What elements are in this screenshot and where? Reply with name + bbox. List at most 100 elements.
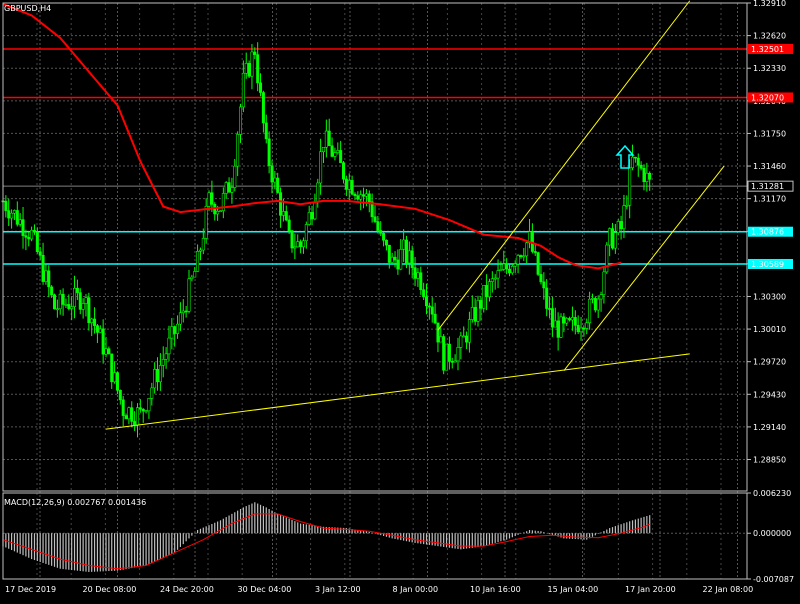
candle-body — [570, 317, 574, 321]
candle-body — [113, 372, 117, 383]
candle-body — [562, 316, 566, 324]
candle-body — [456, 347, 460, 362]
candle-body — [608, 228, 612, 246]
candle-body — [270, 165, 274, 183]
candle-body — [264, 122, 268, 140]
candle-body — [507, 268, 511, 274]
candle-body — [15, 210, 19, 225]
candle-body — [596, 298, 600, 311]
candle-body — [559, 316, 563, 338]
candle-body — [565, 318, 569, 324]
candle-body — [579, 327, 583, 333]
candle-body — [347, 180, 351, 190]
candle-body — [301, 240, 305, 248]
candle-body — [150, 387, 154, 399]
candle-body — [470, 307, 474, 320]
candle-body — [153, 369, 157, 389]
price-tick-label: 1.31750 — [753, 129, 786, 138]
price-level-label: 1.30589 — [751, 260, 784, 269]
candle-body — [290, 230, 294, 249]
candle-body — [101, 328, 105, 355]
candle-body — [190, 276, 194, 280]
price-tick-label: 1.28850 — [753, 456, 786, 465]
candle-body — [359, 194, 363, 200]
candle-body — [568, 318, 572, 321]
candle-body — [81, 303, 85, 310]
candle-body — [53, 294, 57, 310]
candle-body — [327, 130, 331, 147]
candle-body — [633, 156, 637, 159]
candle-body — [121, 399, 125, 416]
current-price-label: 1.31281 — [751, 182, 784, 191]
candle-body — [47, 270, 51, 288]
candle-body — [436, 322, 440, 343]
candle-body — [178, 312, 182, 325]
candle-body — [419, 272, 423, 291]
candle-body — [353, 193, 357, 196]
candle-body — [321, 146, 325, 153]
candle-body — [310, 212, 314, 220]
candle-body — [296, 241, 300, 248]
candle-body — [138, 407, 142, 410]
candle-body — [433, 313, 437, 324]
candle-body — [70, 306, 74, 309]
candle-body — [32, 230, 36, 233]
candle-body — [187, 278, 191, 312]
candle-body — [625, 204, 629, 207]
candle-body — [210, 192, 214, 205]
candle-body — [267, 138, 271, 166]
candle-body — [427, 305, 431, 308]
candle-body — [479, 300, 483, 309]
candle-body — [38, 251, 42, 256]
candle-body — [156, 369, 160, 383]
candle-body — [390, 256, 394, 263]
candle-body — [476, 300, 480, 322]
candle-body — [207, 192, 211, 207]
trendline[interactable] — [563, 165, 725, 371]
up-arrow-icon[interactable] — [615, 144, 635, 169]
candle-body — [542, 281, 546, 289]
candle-body — [193, 271, 197, 278]
trendline[interactable] — [105, 353, 690, 430]
candle-body — [336, 150, 340, 153]
candle-body — [247, 63, 251, 77]
candle-body — [135, 407, 139, 426]
candle-body — [75, 287, 79, 293]
macd-tick-label: 0.000000 — [753, 529, 791, 538]
candle-body — [127, 407, 131, 420]
candle-body — [115, 372, 119, 391]
candle-body — [7, 210, 11, 219]
candle-body — [41, 254, 45, 282]
candle-body — [465, 335, 469, 343]
candle-body — [73, 287, 77, 307]
candle-body — [585, 322, 589, 329]
candle-body — [170, 326, 174, 339]
candle-body — [410, 250, 414, 268]
macd-frame — [2, 492, 748, 580]
candle-body — [430, 306, 434, 315]
candle-body — [164, 353, 168, 360]
candle-body — [513, 263, 517, 267]
candle-body — [324, 130, 328, 148]
candle-body — [490, 278, 494, 282]
candle-body — [316, 182, 320, 203]
trendline[interactable] — [437, 0, 691, 331]
price-level-tag — [748, 92, 793, 103]
candle-body — [413, 267, 417, 279]
candle-body — [364, 193, 368, 197]
candle-body — [313, 201, 317, 220]
candle-body — [224, 182, 228, 194]
price-tick-label: 1.32910 — [753, 0, 786, 8]
candle-body — [236, 134, 240, 167]
macd-tick-label: 0.006230 — [753, 489, 791, 498]
candle-body — [287, 219, 291, 231]
price-level-tag — [748, 226, 793, 237]
candle-body — [250, 51, 254, 77]
candle-body — [184, 310, 188, 313]
candle-body — [90, 318, 94, 324]
candle-body — [593, 298, 597, 311]
price-plot[interactable] — [1, 0, 747, 438]
candle-body — [241, 72, 245, 108]
